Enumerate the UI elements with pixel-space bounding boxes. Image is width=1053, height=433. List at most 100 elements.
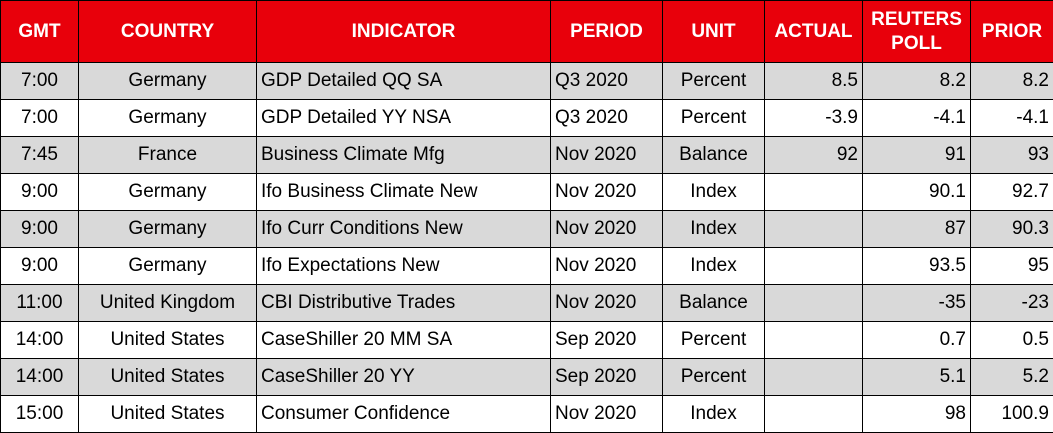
table-cell: United States bbox=[79, 396, 257, 433]
table-cell: Ifo Business Climate New bbox=[257, 174, 551, 211]
table-cell: United States bbox=[79, 359, 257, 396]
table-cell: 9:00 bbox=[1, 248, 79, 285]
table-cell: 100.9 bbox=[971, 396, 1053, 433]
table-cell: Germany bbox=[79, 248, 257, 285]
table-cell: Balance bbox=[663, 137, 765, 174]
table-cell: France bbox=[79, 137, 257, 174]
table-cell: 5.1 bbox=[863, 359, 971, 396]
table-cell: CBI Distributive Trades bbox=[257, 285, 551, 322]
table-cell: -3.9 bbox=[765, 100, 863, 137]
table-cell: Index bbox=[663, 211, 765, 248]
table-cell bbox=[765, 396, 863, 433]
table-cell: Consumer Confidence bbox=[257, 396, 551, 433]
table-cell: 0.5 bbox=[971, 322, 1053, 359]
table-cell: -4.1 bbox=[971, 100, 1053, 137]
table-cell: 8.2 bbox=[971, 63, 1053, 100]
column-header: COUNTRY bbox=[79, 1, 257, 63]
table-cell: 11:00 bbox=[1, 285, 79, 322]
column-header: INDICATOR bbox=[257, 1, 551, 63]
table-cell: Nov 2020 bbox=[551, 248, 663, 285]
table-cell: Nov 2020 bbox=[551, 137, 663, 174]
table-cell: 5.2 bbox=[971, 359, 1053, 396]
table-cell: 95 bbox=[971, 248, 1053, 285]
table-cell: Germany bbox=[79, 100, 257, 137]
table-cell: 15:00 bbox=[1, 396, 79, 433]
table-cell: 0.7 bbox=[863, 322, 971, 359]
table-cell: Germany bbox=[79, 211, 257, 248]
table-cell bbox=[765, 359, 863, 396]
table-cell: Ifo Curr Conditions New bbox=[257, 211, 551, 248]
table-cell: 9:00 bbox=[1, 174, 79, 211]
column-header: GMT bbox=[1, 1, 79, 63]
table-cell: United States bbox=[79, 322, 257, 359]
table-cell: 87 bbox=[863, 211, 971, 248]
table-cell: 92 bbox=[765, 137, 863, 174]
table-cell: Percent bbox=[663, 100, 765, 137]
table-cell: Index bbox=[663, 396, 765, 433]
table-cell: GDP Detailed YY NSA bbox=[257, 100, 551, 137]
table-cell: 14:00 bbox=[1, 322, 79, 359]
table-cell bbox=[765, 285, 863, 322]
column-header: PRIOR bbox=[971, 1, 1053, 63]
table-cell: Index bbox=[663, 174, 765, 211]
table-cell: Q3 2020 bbox=[551, 100, 663, 137]
table-cell: Balance bbox=[663, 285, 765, 322]
table-cell: 92.7 bbox=[971, 174, 1053, 211]
table-cell: 91 bbox=[863, 137, 971, 174]
table-cell: Percent bbox=[663, 359, 765, 396]
table-cell: 98 bbox=[863, 396, 971, 433]
table-cell: 8.5 bbox=[765, 63, 863, 100]
table-cell: 8.2 bbox=[863, 63, 971, 100]
table-cell: 9:00 bbox=[1, 211, 79, 248]
table-cell: 93 bbox=[971, 137, 1053, 174]
table-cell bbox=[765, 211, 863, 248]
table-cell bbox=[765, 322, 863, 359]
table-cell: Sep 2020 bbox=[551, 322, 663, 359]
table-cell: -35 bbox=[863, 285, 971, 322]
table-cell: -4.1 bbox=[863, 100, 971, 137]
table-cell: Nov 2020 bbox=[551, 285, 663, 322]
column-header: ACTUAL bbox=[765, 1, 863, 63]
column-header: PERIOD bbox=[551, 1, 663, 63]
table-cell: 90.1 bbox=[863, 174, 971, 211]
table-cell bbox=[765, 174, 863, 211]
table-cell: 7:00 bbox=[1, 63, 79, 100]
table-cell: CaseShiller 20 MM SA bbox=[257, 322, 551, 359]
table-cell: 14:00 bbox=[1, 359, 79, 396]
table-cell: 93.5 bbox=[863, 248, 971, 285]
table-cell: CaseShiller 20 YY bbox=[257, 359, 551, 396]
table-cell: Index bbox=[663, 248, 765, 285]
table-cell: 7:00 bbox=[1, 100, 79, 137]
table-cell: Ifo Expectations New bbox=[257, 248, 551, 285]
table-cell: Percent bbox=[663, 63, 765, 100]
table-cell: 7:45 bbox=[1, 137, 79, 174]
table-cell: Percent bbox=[663, 322, 765, 359]
table-cell: Sep 2020 bbox=[551, 359, 663, 396]
table-cell: -23 bbox=[971, 285, 1053, 322]
table-cell: Q3 2020 bbox=[551, 63, 663, 100]
table-cell: Nov 2020 bbox=[551, 211, 663, 248]
table-cell: Germany bbox=[79, 63, 257, 100]
table-cell: 90.3 bbox=[971, 211, 1053, 248]
column-header: UNIT bbox=[663, 1, 765, 63]
table-cell: GDP Detailed QQ SA bbox=[257, 63, 551, 100]
table-cell bbox=[765, 248, 863, 285]
table-cell: Nov 2020 bbox=[551, 174, 663, 211]
column-header: REUTERS POLL bbox=[863, 1, 971, 63]
table-cell: Business Climate Mfg bbox=[257, 137, 551, 174]
table-cell: Germany bbox=[79, 174, 257, 211]
